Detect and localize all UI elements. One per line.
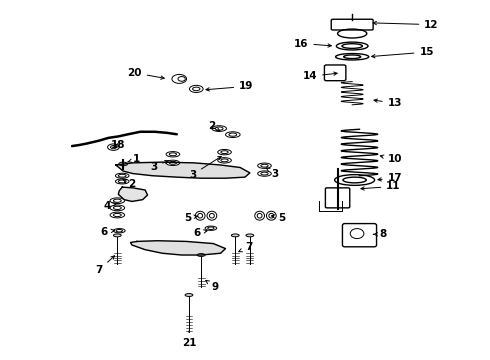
Ellipse shape [258, 171, 271, 176]
Text: 19: 19 [206, 81, 253, 91]
Text: 12: 12 [373, 19, 439, 30]
Text: 6: 6 [193, 228, 207, 238]
Text: 16: 16 [294, 39, 331, 49]
FancyBboxPatch shape [343, 224, 376, 247]
Ellipse shape [225, 132, 240, 138]
Text: 2: 2 [123, 179, 135, 189]
Ellipse shape [185, 294, 193, 296]
Ellipse shape [110, 198, 124, 203]
Ellipse shape [218, 149, 231, 155]
Text: 2: 2 [209, 121, 220, 131]
Ellipse shape [255, 211, 265, 220]
Text: 1: 1 [127, 154, 140, 164]
Text: 10: 10 [380, 154, 402, 164]
Ellipse shape [166, 152, 180, 157]
Polygon shape [118, 187, 147, 202]
Ellipse shape [231, 234, 239, 237]
Ellipse shape [110, 205, 124, 211]
Text: 21: 21 [182, 331, 196, 348]
Text: 3: 3 [266, 168, 279, 179]
Ellipse shape [116, 179, 129, 184]
Ellipse shape [218, 158, 231, 163]
Text: 3: 3 [150, 161, 169, 172]
Text: 5: 5 [184, 212, 197, 222]
Ellipse shape [114, 234, 121, 237]
Text: 7: 7 [96, 256, 115, 275]
Text: 20: 20 [127, 68, 164, 79]
Ellipse shape [205, 226, 217, 230]
Ellipse shape [267, 211, 276, 220]
Text: 9: 9 [206, 280, 219, 292]
Polygon shape [130, 241, 225, 255]
Text: 11: 11 [361, 181, 401, 192]
Ellipse shape [110, 212, 124, 218]
Ellipse shape [166, 160, 180, 166]
Ellipse shape [114, 229, 125, 233]
Text: 3: 3 [189, 156, 221, 180]
Text: 15: 15 [371, 47, 434, 58]
Text: 17: 17 [378, 173, 402, 183]
Text: 6: 6 [100, 227, 115, 237]
Ellipse shape [196, 211, 205, 220]
Ellipse shape [258, 163, 271, 168]
Text: 4: 4 [104, 201, 117, 211]
Text: 18: 18 [111, 140, 125, 150]
Ellipse shape [116, 173, 129, 178]
Ellipse shape [119, 162, 127, 166]
Ellipse shape [197, 253, 205, 256]
FancyBboxPatch shape [325, 188, 350, 208]
Ellipse shape [207, 211, 217, 220]
Text: 14: 14 [302, 71, 337, 81]
Text: 13: 13 [374, 98, 402, 108]
Ellipse shape [246, 234, 254, 237]
FancyBboxPatch shape [324, 65, 346, 81]
Text: 7: 7 [239, 242, 252, 252]
Polygon shape [116, 162, 250, 178]
Ellipse shape [212, 126, 226, 131]
FancyBboxPatch shape [331, 19, 373, 30]
Text: 8: 8 [373, 229, 386, 239]
Text: 5: 5 [271, 212, 285, 222]
